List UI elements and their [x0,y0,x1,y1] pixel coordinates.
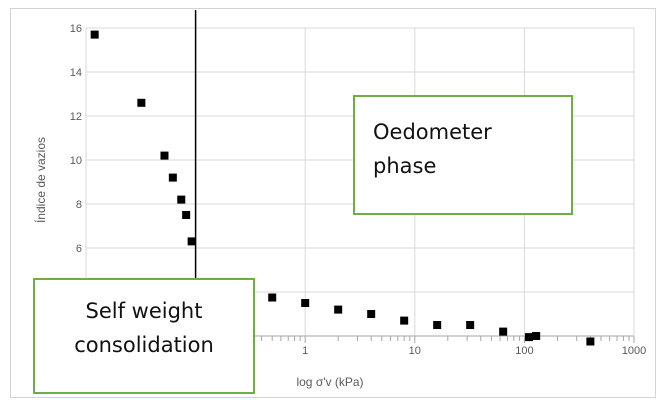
data-point [334,305,343,314]
oedometer-text-line1: Oedometer [373,120,492,144]
data-point [466,321,475,329]
x-tick-label: 1 [302,345,308,357]
data-point [367,310,376,318]
y-tick-label: 6 [76,243,82,255]
data-point [301,299,310,307]
x-tick-label: 1000 [622,345,646,357]
data-point [586,337,595,346]
y-axis-title: Índice de vazios [33,137,48,223]
x-axis-title: log σ'v (kPa) [296,375,363,389]
x-tick-label: 100 [515,345,533,357]
self-weight-text-line1: Self weight [85,299,203,323]
data-point [168,173,177,182]
y-tick-label: 14 [70,67,82,79]
data-point [524,333,533,342]
data-point [187,237,196,246]
data-point [160,151,169,160]
y-tick-label: 8 [76,199,82,211]
data-point [499,327,508,336]
data-point [433,321,442,329]
self-weight-consolidation-annotation: Self weight consolidation [33,278,255,394]
y-tick-label: 12 [70,111,82,123]
x-tick-label: 10 [409,345,421,357]
self-weight-text-line2: consolidation [74,333,214,357]
data-point [177,195,186,204]
oedometer-text-line2: phase [373,154,437,178]
data-point [182,211,191,219]
data-point [400,316,409,325]
data-point [90,30,99,39]
data-point [268,293,277,302]
data-point [532,332,541,340]
data-point [137,98,146,107]
oedometer-phase-annotation: Oedometer phase [353,95,573,215]
y-tick-label: 10 [70,155,82,167]
y-tick-label: 16 [70,23,82,35]
